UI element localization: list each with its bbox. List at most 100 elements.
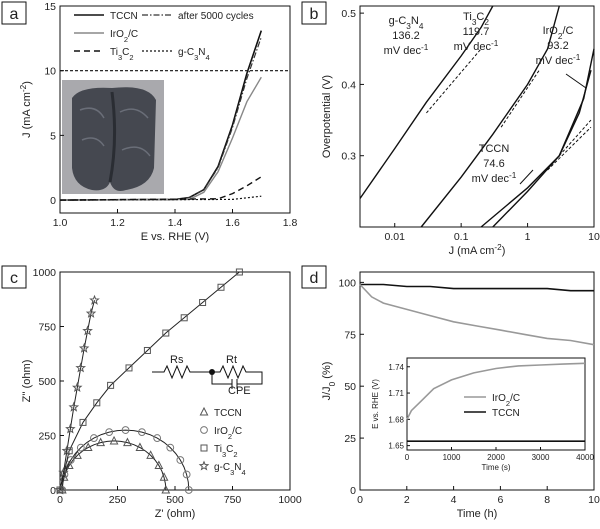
circuit-label-cpe: CPE: [228, 385, 251, 397]
panel-b-arrow-tccn: [519, 169, 534, 185]
panel-c-legend-label: TCCN: [214, 408, 242, 419]
panel-c-xtick-label: 500: [166, 494, 184, 506]
panel-a-legend-label: Ti3C2: [110, 47, 134, 62]
panel-c-point: [146, 450, 156, 459]
panel-b-xtick-label: 0.1: [454, 231, 469, 243]
panel-c-legend-marker: [200, 444, 208, 452]
panel-b-xtick-label: 1: [525, 231, 531, 243]
panel-c-plot: 0 250 500 750 1000 0 250 500 750 1000 Z' (ohm) Z'' …: [21, 267, 302, 520]
panel-d-series-line: [359, 283, 595, 346]
panel-c-point: [162, 329, 170, 337]
panel-c-frame: [59, 271, 291, 491]
panel-d-ytick-label: 75: [344, 329, 356, 341]
panel-b-tafel-fit: [558, 119, 592, 157]
panel-d-inset-xtick-label: 1000: [443, 453, 461, 462]
panel-b-tafel-fit: [500, 69, 540, 128]
panel-c-point: [64, 460, 74, 469]
panel-c-fit-line: [59, 300, 95, 491]
panel-b: b 0.01 0.1 1 10 0.3 0.4 0.5 J (mA cm-2) Overpote…: [301, 1, 600, 258]
panel-d-xtick-label: 2: [404, 494, 410, 506]
panel-a-xlabel: E vs. RHE (V): [141, 231, 209, 243]
panel-b-plot: 0.01 0.1 1 10 0.3 0.4 0.5 J (mA cm-2) Overpotent…: [321, 5, 600, 258]
panel-c-point: [83, 442, 93, 452]
panel-c-label: c: [10, 270, 18, 287]
circuit-label-rs: Rs: [170, 354, 184, 366]
panel-c-point: [105, 428, 114, 436]
panel-b-annotation-slope: 93.2: [547, 40, 568, 52]
panel-a-series-line: [59, 195, 262, 201]
panel-c-legend-marker: [199, 406, 209, 416]
panel-d-inset-ylabel: E vs. RHE (V): [371, 379, 380, 429]
panel-a-xtick-label: 1.0: [53, 217, 68, 229]
panel-c-point: [75, 362, 87, 373]
panel-c-point: [154, 460, 164, 469]
panel-a-ytick-label: 10: [44, 66, 56, 78]
panel-d-ytick-label: 50: [344, 381, 356, 393]
panel-c-point: [161, 484, 171, 494]
panel-b-tafel-fit: [547, 126, 592, 171]
panel-c-point: [68, 401, 80, 412]
panel-c-point: [90, 434, 98, 442]
panel-a-label-box: [1, 1, 27, 25]
panel-a-ytick-label: 0: [50, 195, 56, 207]
panel-c-legend-marker: [198, 460, 210, 471]
panel-c-point: [61, 445, 73, 456]
panel-b-series-line: [359, 5, 494, 199]
panel-d-ytick-label: 100: [338, 277, 356, 289]
panel-d-inset-ytick-label: 1.68: [388, 415, 404, 424]
panel-d-xtick-label: 6: [497, 494, 503, 506]
panel-b-xlabel: J (mA cm-2): [449, 243, 506, 258]
panel-a-ytick-label: 15: [44, 1, 56, 13]
panel-d-xlabel: Time (h): [457, 508, 498, 520]
panel-c-point: [176, 456, 185, 464]
panel-d-ytick-label: 25: [344, 433, 356, 445]
panel-c-point: [89, 294, 100, 305]
panel-d-inset-series-line: [406, 362, 586, 420]
panel-a-xtick-label: 1.4: [168, 217, 183, 229]
panel-b-xtick-label: 0.01: [385, 231, 406, 243]
panel-c-xtick-label: 0: [57, 494, 63, 506]
panel-c-point: [72, 381, 83, 393]
equivalent-circuit: Rs Rt CPE: [152, 354, 263, 397]
panel-b-ylabel: Overpotential (V): [321, 75, 333, 158]
panel-c-ytick-label: 500: [38, 376, 56, 388]
panel-c-point: [166, 443, 175, 452]
panel-b-annotation-slope: 74.6: [483, 158, 504, 170]
panel-c-point: [65, 423, 76, 434]
panel-d-inset-legend-label: TCCN: [492, 408, 520, 419]
panel-b-tafel-fit: [426, 48, 482, 114]
panel-c-point: [79, 418, 87, 426]
panel-a-xtick-label: 1.6: [225, 217, 240, 229]
panel-a-plot: 1.0 1.2 1.4 1.6 1.8 0 5 10 15 E vs. RHE (V) J (mA …: [19, 1, 298, 243]
panel-c-ytick-label: 750: [38, 322, 56, 334]
panel-b-annotation-unit: mV dec-1: [472, 171, 517, 186]
panel-b-annotation-unit: mV dec-1: [454, 39, 499, 54]
circuit-label-rt: Rt: [226, 354, 237, 366]
panel-b-arrow-iro2: [565, 73, 587, 89]
panel-d-frame: [359, 271, 595, 491]
panel-b-label: b: [310, 6, 319, 23]
panel-c-point: [135, 442, 145, 452]
panel-b-ytick-label: 0.5: [341, 8, 356, 20]
panel-d-inset-frame: [406, 357, 586, 451]
panel-b-annotation-unit: mV dec-1: [384, 43, 429, 58]
panel-a-legend-label: g-C3N4: [178, 47, 210, 62]
panel-d-inset-xtick-label: 2000: [487, 453, 505, 462]
panel-c-legend-label: g-C3N4: [214, 462, 246, 477]
panel-c-point: [76, 443, 85, 452]
panel-c-point: [199, 299, 207, 307]
panel-c-point: [73, 450, 82, 459]
panel-c-point: [93, 399, 101, 407]
panel-a-ytick-label: 5: [50, 130, 56, 142]
panel-c-point: [235, 268, 243, 276]
panel-a-legend-label: after 5000 cycles: [178, 11, 254, 22]
panel-b-frame: [359, 5, 595, 228]
panel-d-label: d: [310, 270, 319, 287]
panel-c-point: [78, 342, 90, 353]
panel-c-point: [182, 470, 191, 479]
panel-d-inset-xtick-label: 3000: [532, 453, 550, 462]
panel-d-inset-ytick-label: 1.65: [388, 442, 404, 451]
panel-a-xtick-label: 1.8: [283, 217, 298, 229]
panel-d-label-box: [301, 265, 327, 289]
